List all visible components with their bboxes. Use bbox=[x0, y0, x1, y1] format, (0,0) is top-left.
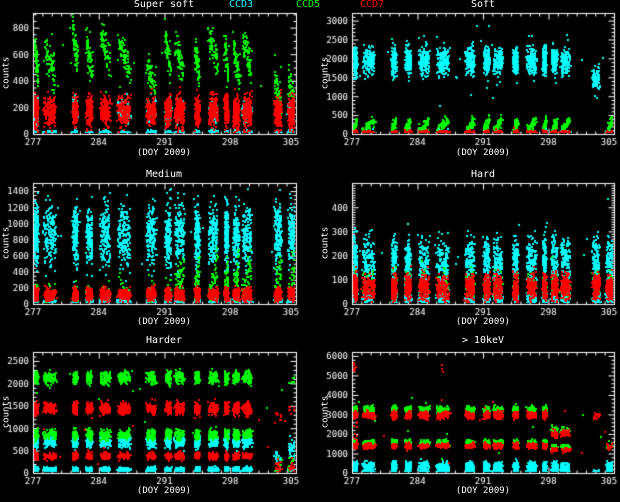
yaxis-label: counts bbox=[1, 395, 12, 429]
xaxis-caption: (DOY 2009) bbox=[136, 486, 192, 496]
yaxis-label: counts bbox=[320, 395, 331, 429]
xaxis-caption: (DOY 2009) bbox=[455, 148, 511, 158]
panel-title-harder: Harder bbox=[145, 335, 183, 346]
panel-title-gt10kev: > 10keV bbox=[461, 335, 505, 346]
xaxis-caption: (DOY 2009) bbox=[136, 317, 192, 327]
yaxis-label: counts bbox=[1, 56, 12, 90]
yaxis-label: counts bbox=[320, 226, 331, 260]
xaxis-caption: (DOY 2009) bbox=[136, 148, 192, 158]
legend-item-ccd3: CCD3 bbox=[229, 0, 254, 10]
panel-title-medium: Medium bbox=[145, 169, 183, 180]
legend-item-ccd7: CCD7 bbox=[360, 0, 385, 10]
panel-title-super-soft: Super soft bbox=[133, 0, 195, 10]
yaxis-label: counts bbox=[1, 226, 12, 260]
yaxis-label: counts bbox=[320, 56, 331, 90]
legend-item-ccd5: CCD5 bbox=[296, 0, 321, 10]
panel-title-hard: Hard bbox=[470, 169, 496, 180]
panel-title-soft: Soft bbox=[470, 0, 496, 10]
xaxis-caption: (DOY 2009) bbox=[455, 486, 511, 496]
xaxis-caption: (DOY 2009) bbox=[455, 317, 511, 327]
